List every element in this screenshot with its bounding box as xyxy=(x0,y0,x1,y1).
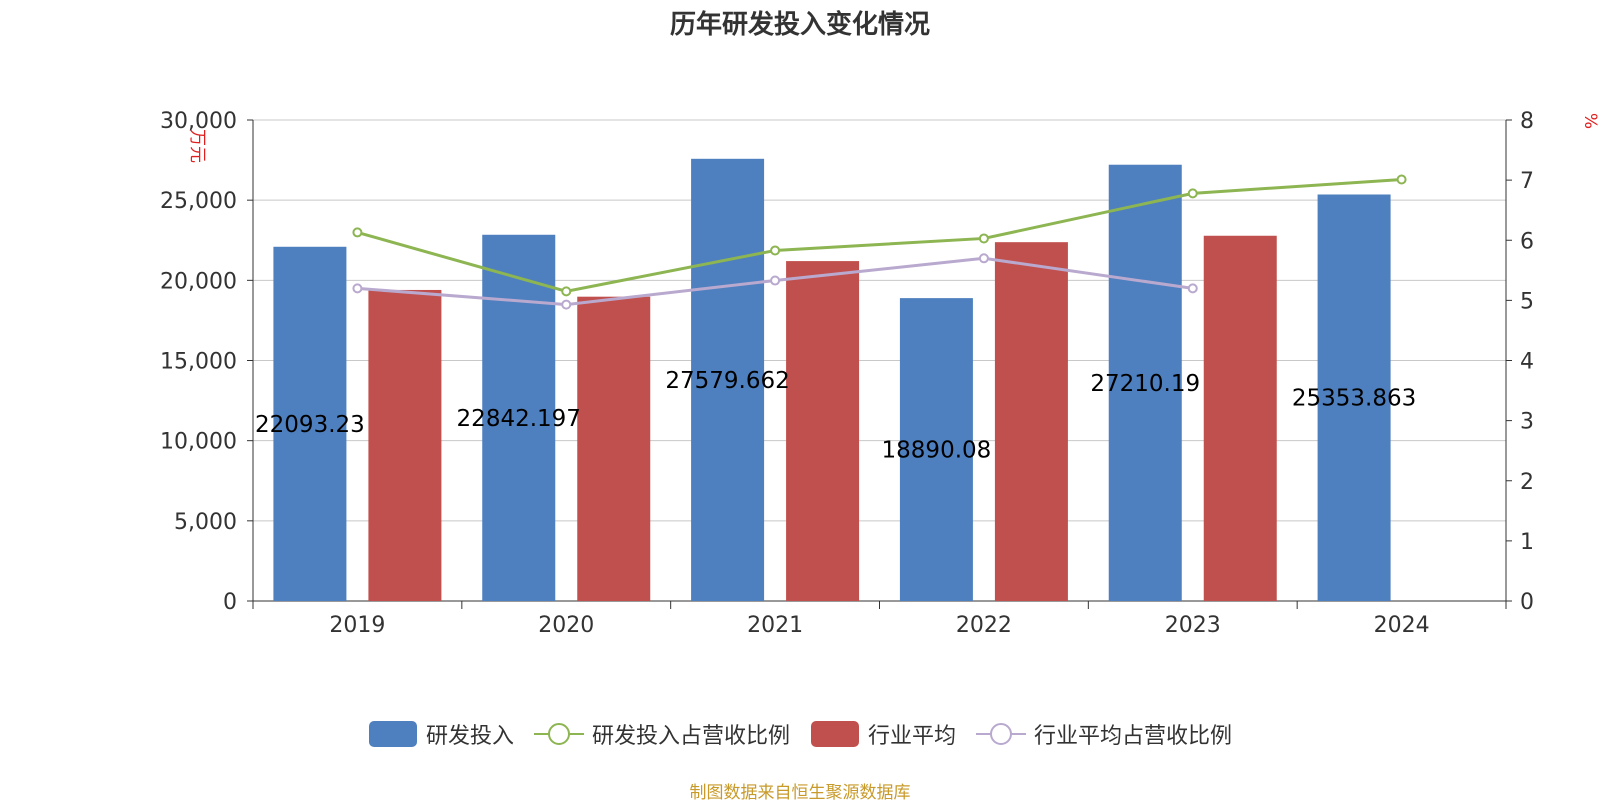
bar-data-label: 22842.197 xyxy=(457,406,581,432)
bar-industry-average xyxy=(786,261,860,601)
left-axis-tick-label: 15,000 xyxy=(160,350,237,375)
left-axis-tick-label: 25,000 xyxy=(160,189,237,214)
left-axis-tick-label: 10,000 xyxy=(160,430,237,455)
legend-item-rd-investment[interactable]: 研发投入 xyxy=(368,718,514,750)
x-axis-category-label: 2019 xyxy=(329,613,385,638)
right-axis-tick-label: 2 xyxy=(1520,470,1534,495)
left-axis-tick-label: 20,000 xyxy=(160,269,237,294)
x-axis-category-label: 2021 xyxy=(747,613,803,638)
rd-ratio-point xyxy=(770,245,781,256)
x-axis-category-label: 2024 xyxy=(1374,613,1430,638)
bar-data-label: 25353.863 xyxy=(1292,386,1416,412)
right-axis-tick-label: 4 xyxy=(1520,350,1534,375)
bar-industry-average xyxy=(1203,235,1277,601)
bar-industry-average xyxy=(368,289,442,601)
left-axis-tick-label: 0 xyxy=(223,590,237,615)
x-axis-category-label: 2023 xyxy=(1165,613,1221,638)
bar-data-label: 22093.23 xyxy=(255,412,365,438)
legend-swatch-industry-ratio xyxy=(976,723,1027,745)
bar-rd-investment xyxy=(691,158,765,601)
bar-data-label: 27210.19 xyxy=(1090,371,1200,397)
right-axis-tick-label: 1 xyxy=(1520,530,1534,555)
right-axis-tick-label: 7 xyxy=(1520,169,1534,194)
rd-ratio-point xyxy=(1187,188,1198,199)
legend: 研发投入 研发投入占营收比例 行业平均 行业平均占营收比例 xyxy=(0,718,1600,750)
bar-industry-average xyxy=(994,242,1068,601)
bar-industry-average xyxy=(577,296,651,601)
legend-item-industry-average[interactable]: 行业平均 xyxy=(810,718,956,750)
bar-rd-investment xyxy=(1317,194,1391,602)
industry-ratio-point xyxy=(978,253,989,264)
legend-label-rd-ratio: 研发投入占营收比例 xyxy=(591,724,790,749)
industry-ratio-point xyxy=(1187,283,1198,294)
x-axis-category-label: 2020 xyxy=(538,613,594,638)
bar-data-label: 27579.662 xyxy=(665,368,789,394)
industry-ratio-point xyxy=(561,299,572,310)
industry-ratio-point xyxy=(770,275,781,286)
rd-ratio-point xyxy=(1396,174,1407,185)
right-axis-tick-label: 0 xyxy=(1520,590,1534,615)
legend-label-rd-investment: 研发投入 xyxy=(425,724,514,749)
legend-label-industry-average: 行业平均 xyxy=(868,724,957,749)
bar-data-label: 18890.08 xyxy=(882,438,992,464)
right-axis-tick-label: 8 xyxy=(1520,109,1534,134)
right-axis-tick-label: 6 xyxy=(1520,229,1534,254)
left-axis-unit: 万元 xyxy=(187,129,207,163)
chart-title: 历年研发投入变化情况 xyxy=(669,10,930,40)
legend-item-rd-ratio[interactable]: 研发投入占营收比例 xyxy=(533,718,790,750)
bar-rd-investment xyxy=(273,246,347,601)
legend-item-industry-ratio[interactable]: 行业平均占营收比例 xyxy=(976,718,1232,750)
source-note: 制图数据来自恒生聚源数据库 xyxy=(689,783,911,803)
legend-swatch-rd-ratio xyxy=(533,723,584,745)
left-axis-tick-label: 5,000 xyxy=(174,510,237,535)
left-axis-tick-label: 30,000 xyxy=(160,109,237,134)
bar-rd-investment xyxy=(482,234,556,602)
right-axis-tick-label: 3 xyxy=(1520,410,1534,435)
legend-swatch-industry-average xyxy=(811,721,859,747)
legend-swatch-rd-investment xyxy=(368,721,417,747)
bar-rd-investment xyxy=(899,298,973,601)
bar-rd-investment xyxy=(1108,164,1182,601)
rd-ratio-point xyxy=(561,286,572,297)
rd-ratio-point xyxy=(352,227,363,238)
right-axis-unit: % xyxy=(1580,113,1600,129)
industry-ratio-point xyxy=(352,283,363,294)
rd-ratio-point xyxy=(978,233,989,244)
rd-ratio-line xyxy=(357,178,1402,293)
legend-label-industry-ratio: 行业平均占营收比例 xyxy=(1034,724,1233,749)
right-axis-tick-label: 5 xyxy=(1520,289,1534,314)
x-axis-category-label: 2022 xyxy=(956,613,1012,638)
